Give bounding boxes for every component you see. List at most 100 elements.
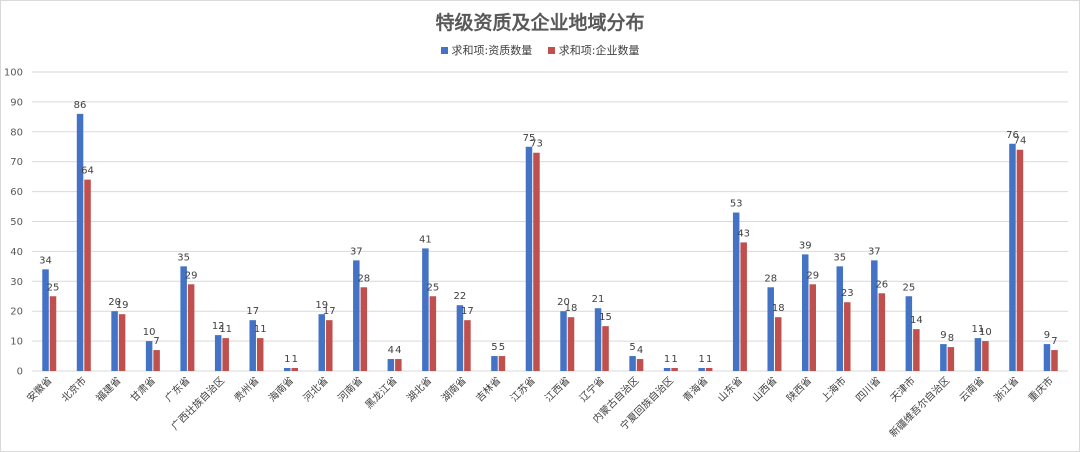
data-label-series-2: 4	[395, 345, 401, 356]
bar-series-1	[594, 308, 602, 371]
data-label-series-1: 10	[143, 327, 156, 338]
x-category-label: 河南省	[335, 374, 365, 404]
y-tick-label: 60	[10, 187, 23, 198]
bar-series-1	[491, 356, 498, 371]
data-label-series-2: 10	[979, 327, 992, 338]
bar-series-1	[836, 266, 844, 371]
x-category-label: 黑龙江省	[362, 374, 399, 411]
bar-series-2	[636, 359, 644, 371]
bar-series-2	[740, 242, 747, 371]
bar-series-1	[111, 311, 118, 371]
data-label-series-2: 11	[254, 324, 267, 335]
data-label-series-2: 19	[116, 300, 129, 311]
data-label-series-2: 4	[637, 345, 643, 356]
y-tick-label: 40	[10, 247, 23, 258]
bar-series-1	[249, 320, 256, 371]
bar-series-2	[360, 287, 368, 371]
bar-series-2	[256, 338, 264, 371]
bar-series-1	[629, 356, 636, 371]
data-label-series-2: 11	[219, 324, 232, 335]
x-category-label: 云南省	[956, 374, 986, 404]
bar-series-1	[1043, 344, 1051, 371]
data-label-series-1: 19	[315, 300, 328, 311]
y-tick-label: 80	[10, 127, 23, 138]
data-label-series-2: 18	[772, 303, 785, 314]
data-label-series-1: 21	[592, 294, 605, 305]
data-label-series-1: 1	[664, 354, 670, 365]
data-label-series-1: 35	[833, 252, 846, 263]
bar-series-1	[871, 260, 878, 371]
y-tick-label: 90	[10, 97, 23, 108]
x-category-label: 北京市	[59, 374, 89, 404]
bar-series-1	[353, 260, 360, 371]
data-label-series-1: 20	[108, 297, 121, 308]
legend-swatch-series-1	[440, 47, 448, 54]
data-label-series-1: 37	[868, 246, 881, 257]
bar-series-2	[947, 347, 955, 371]
data-label-series-1: 4	[388, 345, 394, 356]
data-label-series-2: 15	[599, 312, 612, 323]
y-tick-label: 0	[17, 367, 23, 378]
data-label-series-2: 64	[81, 166, 94, 177]
data-label-series-2: 1	[292, 354, 298, 365]
bar-series-2	[84, 179, 91, 371]
bar-series-2	[602, 326, 609, 371]
data-label-series-1: 1	[698, 354, 704, 365]
x-category-label: 河北省	[300, 374, 330, 404]
x-category-label: 广东省	[162, 374, 192, 404]
x-category-label: 浙江省	[991, 374, 1021, 404]
data-label-series-2: 18	[565, 303, 578, 314]
y-tick-label: 20	[10, 307, 23, 318]
bar-series-2	[49, 296, 57, 371]
x-category-label: 山东省	[715, 374, 745, 404]
y-tick-label: 70	[10, 157, 23, 168]
x-category-label: 四川省	[853, 374, 883, 404]
x-category-label: 吉林省	[473, 374, 503, 404]
bar-series-2	[913, 329, 920, 371]
bar-series-2	[1016, 149, 1024, 371]
data-label-series-1: 35	[177, 252, 190, 263]
bar-series-2	[498, 356, 506, 371]
data-label-series-2: 14	[910, 315, 923, 326]
bar-series-1	[180, 266, 187, 371]
data-label-series-2: 5	[499, 342, 505, 353]
data-label-series-2: 28	[357, 273, 370, 284]
bar-series-2	[395, 359, 402, 371]
bar-series-1	[422, 248, 429, 371]
data-label-series-1: 76	[1006, 130, 1019, 141]
data-label-series-1: 41	[419, 234, 432, 245]
data-label-series-2: 1	[706, 354, 712, 365]
x-category-label: 新疆维吾尔自治区	[886, 374, 952, 440]
bar-series-2	[844, 302, 851, 371]
bar-series-1	[905, 296, 913, 371]
data-label-series-1: 9	[940, 330, 946, 341]
x-category-label: 辽宁省	[577, 374, 607, 404]
data-label-series-1: 53	[730, 199, 743, 210]
y-tick-label: 30	[10, 277, 23, 288]
data-label-series-2: 17	[461, 306, 474, 317]
data-label-series-1: 12	[212, 321, 225, 332]
data-label-series-2: 26	[875, 279, 888, 290]
legend-label-series-1: 求和项:资质数量	[451, 44, 533, 57]
y-tick-label: 50	[10, 217, 23, 228]
bar-series-1	[284, 368, 291, 371]
data-label-series-2: 43	[737, 228, 750, 239]
data-label-series-1: 1	[284, 354, 290, 365]
x-category-label: 海南省	[266, 374, 296, 404]
bar-series-1	[387, 359, 395, 371]
x-category-label: 天津市	[887, 374, 917, 404]
legend-label-series-2: 求和项:企业数量	[558, 44, 640, 57]
x-category-label: 山西省	[749, 374, 779, 404]
legend-swatch-series-2	[547, 47, 555, 54]
x-category-label: 江苏省	[507, 374, 537, 404]
bar-series-1	[974, 338, 982, 371]
bar-series-1	[663, 368, 671, 371]
bar-series-2	[291, 368, 298, 371]
chart-title: 特级资质及企业地域分布	[435, 12, 645, 34]
data-label-series-2: 7	[153, 336, 159, 347]
data-label-series-2: 1	[671, 354, 677, 365]
bar-series-2	[326, 320, 333, 371]
data-label-series-2: 25	[47, 282, 60, 293]
legend-item-series-1: 求和项:资质数量	[440, 42, 533, 58]
